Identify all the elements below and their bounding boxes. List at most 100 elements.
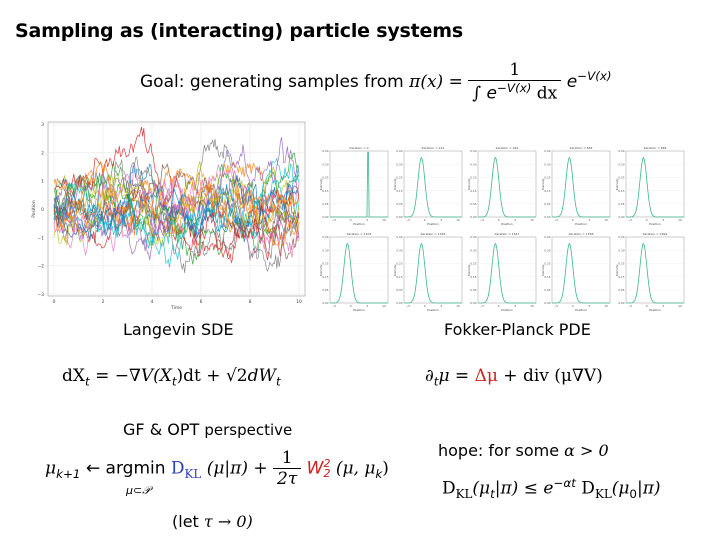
langevin-equation: dXt = −∇V(Xt)dt + √2dWt (62, 366, 281, 389)
panel-y-label: Density (467, 264, 471, 276)
panel-x-tick: −5 (554, 304, 558, 308)
panel-x-tick: 0 (424, 218, 426, 222)
trajectory-line (53, 160, 300, 236)
panel-y-tick: 0.40 (544, 235, 550, 239)
panel-y-tick: 0.05 (322, 288, 328, 292)
panel-x-label: Position (427, 308, 439, 312)
panel-y-label: Density (319, 178, 323, 190)
panel-x-tick: 5 (366, 304, 368, 308)
panel-x-tick: 10 (530, 218, 534, 222)
density-panel (477, 150, 537, 218)
panel-title: iteration = 1768 (569, 232, 594, 236)
panel-x-tick: −5 (628, 304, 632, 308)
panel-x-tick: 10 (530, 304, 534, 308)
panel-x-tick: 0 (350, 218, 352, 222)
panel-y-tick: 0.40 (618, 235, 624, 239)
panel-x-tick: 5 (440, 218, 442, 222)
density-panel (329, 150, 389, 218)
panel-y-tick: 0.25 (618, 176, 624, 180)
panel-x-tick: 10 (604, 304, 608, 308)
panel-y-tick: 0.30 (618, 162, 624, 166)
panel-y-tick: 0.00 (322, 301, 328, 305)
panel-y-tick: 0.40 (544, 149, 550, 153)
panel-x-label: Position (575, 222, 587, 226)
panel-x-tick: −5 (406, 304, 410, 308)
panel-y-tick: 0.30 (396, 162, 402, 166)
panel-x-tick: 5 (588, 218, 590, 222)
panel-y-tick: 0.05 (322, 202, 328, 206)
panel-y-tick: 0.15 (618, 189, 624, 193)
trajectory-line (53, 175, 300, 241)
panel-y-tick: 0.00 (544, 215, 550, 219)
density-panel (625, 150, 685, 218)
panel-y-label: Density (393, 264, 397, 276)
trajectory-line (53, 163, 300, 243)
panel-y-tick: 0.00 (618, 301, 624, 305)
panel-y-tick: 0.15 (470, 275, 476, 279)
panel-x-tick: 5 (588, 304, 590, 308)
goal-denominator: ∫ e−V(x) dx (468, 80, 562, 104)
panel-x-tick: 0 (424, 304, 426, 308)
panel-y-tick: 0.30 (470, 248, 476, 252)
density-curve (478, 156, 536, 218)
y-tick-label: −2 (37, 264, 44, 270)
x-tick-label: 2 (102, 299, 105, 305)
goal-line: Goal: generating samples from π(x) = 1 ∫… (140, 60, 612, 104)
density-curve (330, 151, 388, 218)
panel-y-tick: 0.25 (618, 262, 624, 266)
langevin-label: Langevin SDE (123, 320, 234, 339)
density-curve (626, 156, 684, 218)
x-tick-label: 6 (200, 299, 203, 305)
panel-x-label: Position (649, 222, 661, 226)
panel-y-tick: 0.30 (544, 162, 550, 166)
density-panel (551, 236, 611, 304)
panel-x-tick: 10 (456, 304, 460, 308)
panel-y-tick: 0.40 (396, 149, 402, 153)
density-curve (330, 242, 388, 304)
panel-x-label: Position (501, 222, 513, 226)
density-curve (404, 156, 462, 218)
panel-x-tick: 10 (382, 218, 386, 222)
panel-x-tick: 0 (498, 304, 500, 308)
panel-y-tick: 0.05 (544, 202, 550, 206)
panel-x-tick: 0 (350, 304, 352, 308)
panel-y-label: Density (319, 264, 323, 276)
y-tick-label: 0 (41, 207, 44, 213)
trajectory-line (53, 179, 300, 259)
panel-title: iteration = 221 (422, 146, 445, 150)
panel-y-tick: 0.40 (396, 235, 402, 239)
x-tick-label: 4 (151, 299, 154, 305)
trajectory-line (53, 156, 300, 273)
density-panel (329, 236, 389, 304)
panel-x-tick: 5 (662, 218, 664, 222)
panel-title: iteration = 1999 (643, 232, 668, 236)
panel-x-tick: 0 (572, 218, 574, 222)
panel-y-tick: 0.05 (618, 288, 624, 292)
panel-y-tick: 0.25 (322, 262, 328, 266)
panel-x-tick: 0 (646, 304, 648, 308)
density-curve (404, 242, 462, 304)
panel-y-tick: 0.25 (470, 262, 476, 266)
panel-y-tick: 0.30 (396, 248, 402, 252)
panel-x-label: Position (649, 308, 661, 312)
panel-y-tick: 0.15 (618, 275, 624, 279)
panel-y-tick: 0.25 (470, 176, 476, 180)
panel-y-tick: 0.15 (396, 275, 402, 279)
argmin-subscript: μ⊂𝒫 (126, 484, 151, 497)
panel-y-tick: 0.30 (470, 162, 476, 166)
panel-y-label: Density (615, 178, 619, 190)
panel-x-tick: 5 (514, 304, 516, 308)
panel-title: iteration = 1326 (421, 232, 446, 236)
panel-y-tick: 0.25 (396, 176, 402, 180)
panel-y-label: Density (615, 264, 619, 276)
x-tick-label: 8 (249, 299, 252, 305)
panel-x-tick: 5 (514, 218, 516, 222)
panel-y-tick: 0.05 (544, 288, 550, 292)
goal-fraction: 1 ∫ e−V(x) dx (468, 60, 562, 104)
goal-numerator: 1 (509, 60, 521, 80)
panel-x-tick: −5 (480, 218, 484, 222)
slide-title: Sampling as (interacting) particle syste… (15, 20, 463, 42)
panel-x-label: Position (501, 308, 513, 312)
jko-fraction: 1 2τ (273, 448, 302, 489)
density-panel (551, 150, 611, 218)
